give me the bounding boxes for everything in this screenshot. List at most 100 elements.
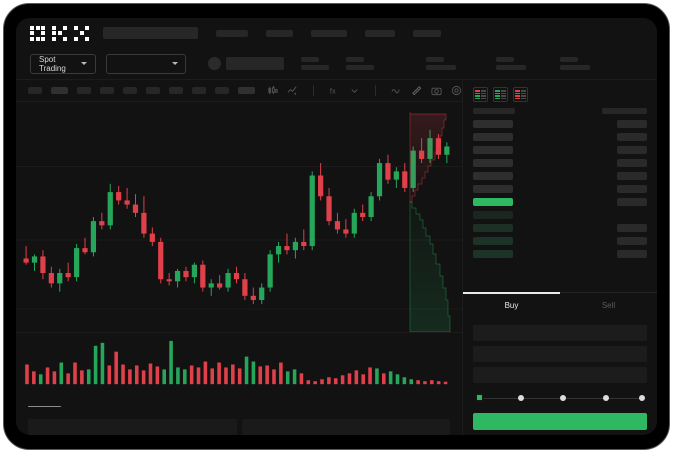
orderbook-header xyxy=(473,108,647,114)
timeframe-9[interactable] xyxy=(215,87,229,94)
timeframe-8[interactable] xyxy=(192,87,206,94)
tab-buy[interactable]: Buy xyxy=(463,292,560,318)
camera-icon[interactable] xyxy=(431,85,442,96)
slider-node-25[interactable] xyxy=(517,394,524,401)
amount-percent-slider[interactable] xyxy=(475,391,645,407)
timeframe-3[interactable] xyxy=(77,87,91,94)
orderbook-row[interactable] xyxy=(473,249,647,258)
spot-trading-select[interactable]: Spot Trading xyxy=(30,53,96,74)
ticker-stat-5 xyxy=(560,57,590,70)
ticker-stat-2 xyxy=(346,57,374,70)
orderbook-row[interactable] xyxy=(473,223,647,232)
bottom-panel-1[interactable] xyxy=(28,419,237,435)
candlestick-chart-svg xyxy=(16,129,462,310)
settings-icon[interactable] xyxy=(451,85,462,96)
top-header xyxy=(16,18,657,48)
timeframe-10[interactable] xyxy=(238,87,255,94)
stat-label xyxy=(301,57,319,62)
pair-select[interactable] xyxy=(106,53,186,74)
chart-toolbar: fx xyxy=(16,80,482,102)
orderbook-view-modes xyxy=(463,80,657,108)
bottom-tabs xyxy=(16,394,462,415)
stat-label xyxy=(426,57,444,62)
wave-chart-icon[interactable] xyxy=(391,85,402,96)
spot-trading-label: Spot Trading xyxy=(39,54,66,73)
nav-item-4[interactable] xyxy=(365,29,395,37)
orderbook-row[interactable] xyxy=(473,119,647,128)
orderbook-row[interactable] xyxy=(473,132,647,141)
chevron-down-icon[interactable] xyxy=(349,85,360,96)
indicators-icon[interactable]: fx xyxy=(329,85,340,96)
chart-icon-group: fx xyxy=(267,85,482,96)
stat-value xyxy=(560,65,590,70)
timeframe-6[interactable] xyxy=(146,87,160,94)
stat-label xyxy=(496,57,514,62)
orderbook-spread-row[interactable] xyxy=(473,197,647,206)
timeframe-2[interactable] xyxy=(51,87,68,94)
chevron-down-icon xyxy=(81,62,87,65)
tab-sell[interactable]: Sell xyxy=(601,301,616,310)
nav-item-2[interactable] xyxy=(266,29,293,37)
active-tab-underline xyxy=(28,405,61,408)
timeframe-4[interactable] xyxy=(100,87,114,94)
bottom-tabs-left xyxy=(28,402,75,408)
timeframe-group xyxy=(28,87,255,94)
nav-item-3[interactable] xyxy=(311,29,347,37)
orderbook-mode-asks[interactable] xyxy=(513,87,528,102)
volume-chart[interactable] xyxy=(16,332,462,394)
ticker-stat-4 xyxy=(496,57,526,70)
submit-order-button[interactable] xyxy=(473,413,647,430)
timeframe-1[interactable] xyxy=(28,87,42,94)
orderbook-mode-bids[interactable] xyxy=(493,87,508,102)
bottom-tab-1[interactable] xyxy=(28,402,61,408)
bottom-panel-2[interactable] xyxy=(241,419,450,435)
line-chart-icon[interactable] xyxy=(287,85,298,96)
slider-node-0[interactable] xyxy=(475,393,484,402)
order-total-field[interactable] xyxy=(473,367,647,383)
orderbook-row[interactable] xyxy=(473,210,647,219)
slider-node-50[interactable] xyxy=(560,394,566,401)
orderbook-row[interactable] xyxy=(473,236,647,245)
stat-label xyxy=(560,57,578,62)
drawing-tools-icon[interactable] xyxy=(411,85,422,96)
mode-icon-bars xyxy=(475,90,480,99)
app-screen: Spot Trading xyxy=(16,18,657,435)
mode-icon-bars xyxy=(521,90,526,99)
okx-logo-icon[interactable] xyxy=(30,25,89,41)
orderbook-mode-both[interactable] xyxy=(473,87,488,102)
orderbook-row[interactable] xyxy=(473,171,647,180)
buy-sell-tabs: Buy Sell xyxy=(463,292,657,318)
toolbar-divider xyxy=(313,85,314,96)
slider-node-100[interactable] xyxy=(639,394,645,401)
slider-node-75[interactable] xyxy=(602,394,609,401)
stat-value xyxy=(346,65,374,70)
avatar xyxy=(208,57,221,70)
orderbook-col-amount xyxy=(602,108,647,114)
bottom-content xyxy=(16,415,462,435)
stat-value xyxy=(496,65,526,70)
nav-item-1[interactable] xyxy=(216,29,248,37)
mode-icon-bars xyxy=(481,90,486,99)
timeframe-5[interactable] xyxy=(123,87,137,94)
header-nav xyxy=(216,29,441,37)
order-price-field[interactable] xyxy=(473,325,647,341)
orderbook xyxy=(463,108,657,258)
order-amount-field[interactable] xyxy=(473,346,647,362)
orderbook-col-price xyxy=(473,108,515,114)
timeframe-7[interactable] xyxy=(169,87,183,94)
ticker-stat-3 xyxy=(426,57,456,70)
candlestick-chart-icon[interactable] xyxy=(267,85,278,96)
tablet-device-frame: Spot Trading xyxy=(3,3,670,450)
chevron-down-icon xyxy=(172,62,178,65)
ticker-bar: Spot Trading xyxy=(16,48,657,80)
search-input[interactable] xyxy=(103,27,198,39)
nav-item-5[interactable] xyxy=(413,29,441,37)
stat-value xyxy=(301,65,329,70)
candlestick-chart[interactable] xyxy=(16,102,462,332)
orderbook-row[interactable] xyxy=(473,158,647,167)
mode-icon-bars xyxy=(495,90,500,99)
orderbook-row[interactable] xyxy=(473,184,647,193)
stat-label xyxy=(346,57,364,62)
ticker-pair-name xyxy=(226,57,284,70)
orderbook-row[interactable] xyxy=(473,145,647,154)
